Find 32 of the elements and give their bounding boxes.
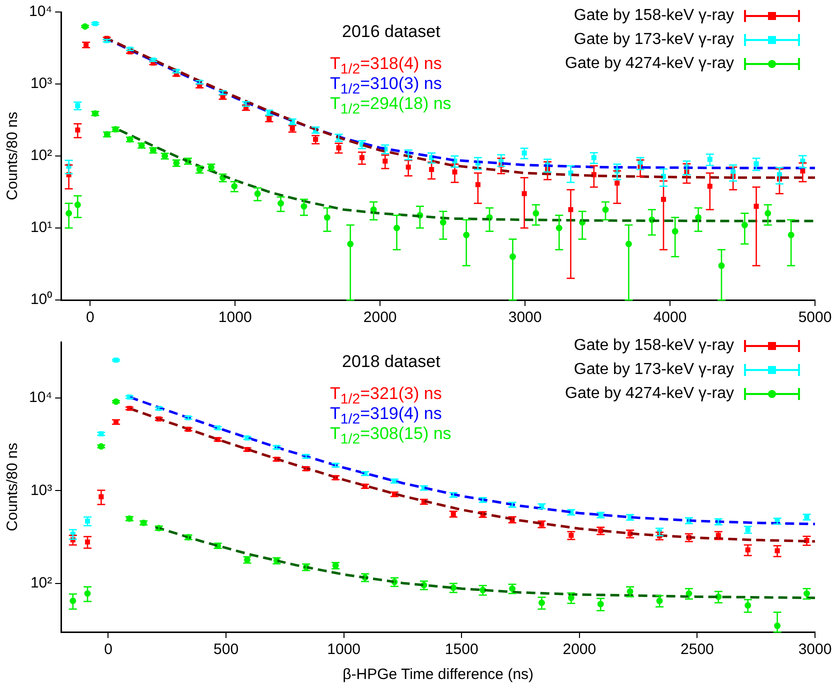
legend-label: Gate by 173-keV γ-ray bbox=[574, 31, 734, 49]
y-tick-label: 10³ bbox=[30, 75, 52, 92]
annotation: 2018 dataset bbox=[342, 352, 440, 371]
y-axis-title: Counts/80 ns bbox=[4, 112, 22, 200]
y-tick-label: 10⁰ bbox=[30, 291, 52, 308]
annotation: 2016 dataset bbox=[342, 22, 440, 41]
y-tick-label: 10² bbox=[30, 147, 52, 164]
x-tick-label: 500 bbox=[214, 641, 239, 658]
x-tick-label: 4000 bbox=[653, 309, 687, 326]
legend-label: Gate by 158-keV γ-ray bbox=[574, 7, 734, 25]
y-tick-label: 10¹ bbox=[30, 219, 52, 236]
x-tick-label: 0 bbox=[104, 641, 112, 658]
legend-label: Gate by 4274-keV γ-ray bbox=[565, 385, 734, 403]
x-tick-label: 2000 bbox=[562, 641, 596, 658]
x-tick-label: 1500 bbox=[444, 641, 478, 658]
legend-label: Gate by 4274-keV γ-ray bbox=[565, 55, 734, 73]
x-tick-label: 1000 bbox=[327, 641, 361, 658]
x-tick-label: 3000 bbox=[798, 641, 832, 658]
x-tick-label: 2000 bbox=[363, 309, 397, 326]
x-tick-label: 1000 bbox=[218, 309, 252, 326]
y-tick-label: 10⁴ bbox=[28, 389, 52, 406]
y-tick-label: 10⁴ bbox=[28, 3, 52, 20]
legend-label: Gate by 158-keV γ-ray bbox=[574, 337, 734, 355]
legend-label: Gate by 173-keV γ-ray bbox=[574, 361, 734, 379]
x-axis-title: β-HPGe Time difference (ns) bbox=[342, 666, 534, 684]
x-tick-label: 0 bbox=[86, 309, 94, 326]
x-tick-label: 3000 bbox=[508, 309, 542, 326]
x-tick-label: 5000 bbox=[798, 309, 832, 326]
x-tick-label: 2500 bbox=[680, 641, 714, 658]
y-tick-label: 10³ bbox=[30, 482, 52, 499]
y-axis-title: Counts/80 ns bbox=[4, 442, 22, 532]
y-tick-label: 10² bbox=[30, 574, 52, 592]
